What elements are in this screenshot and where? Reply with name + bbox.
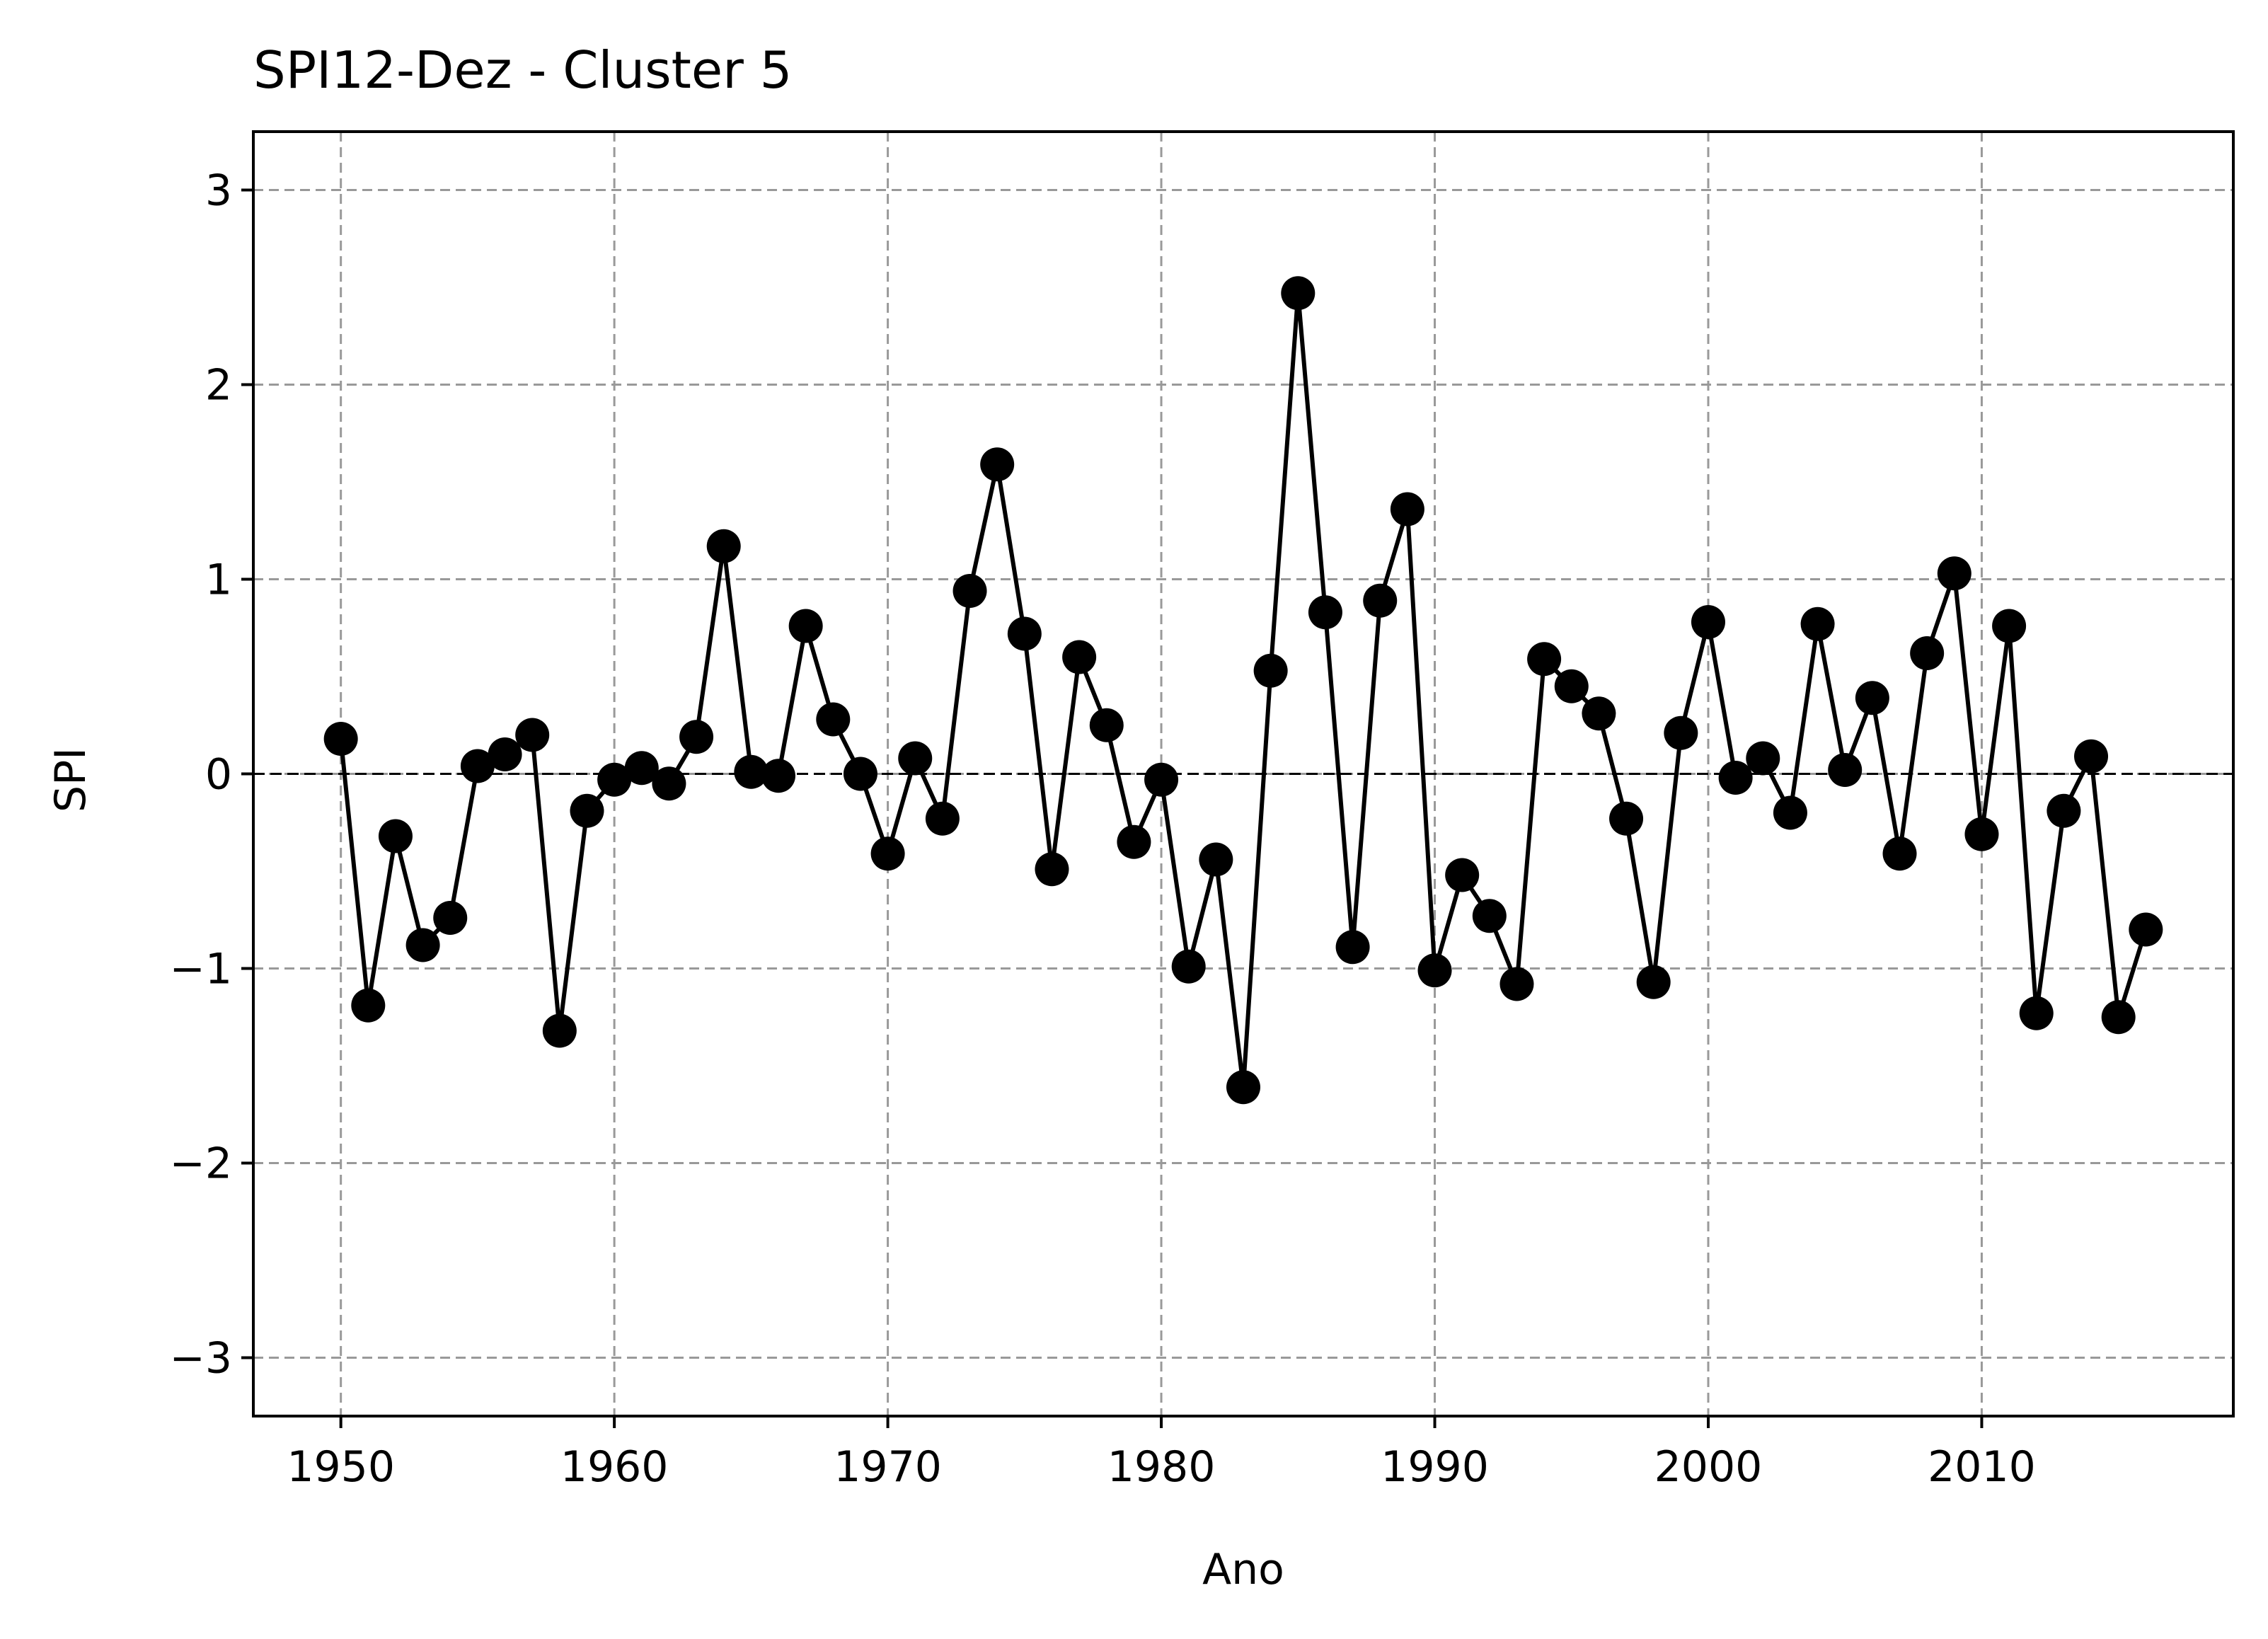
axis-ticks: 1950 1960 1970 1980 1990 2000 2010 −3 −2 −1 0 1 2 3: [170, 166, 2036, 1493]
data-point: [1499, 967, 1534, 1001]
data-point: [323, 722, 358, 756]
data-point: [1664, 715, 1698, 750]
data-point: [570, 793, 604, 828]
data-point: [542, 1013, 577, 1048]
y-tick-label: −2: [170, 1139, 232, 1189]
data-point: [2047, 793, 2081, 828]
data-point: [1226, 1070, 1260, 1105]
y-tick-label: 1: [205, 556, 232, 605]
data-point: [1554, 669, 1589, 703]
data-point: [1937, 556, 1971, 591]
data-point: [1910, 636, 1945, 670]
data-point: [706, 529, 741, 563]
data-point: [1144, 762, 1179, 797]
data-point: [1882, 836, 1917, 871]
y-tick-label: 3: [205, 166, 232, 216]
x-tick-label: 1980: [1107, 1442, 1216, 1492]
data-point: [925, 801, 960, 836]
y-tick-label: −3: [170, 1334, 232, 1384]
data-point: [2019, 996, 2054, 1030]
data-point: [1746, 741, 1780, 776]
y-tick-label: 2: [205, 361, 232, 410]
data-point: [679, 720, 714, 754]
data-point: [1992, 609, 2027, 643]
data-point: [1636, 965, 1671, 999]
data-point: [952, 574, 987, 608]
data-point: [1253, 653, 1288, 688]
data-point: [1800, 606, 1835, 641]
x-axis-label: Ano: [1202, 1545, 1284, 1594]
data-point: [1855, 681, 1889, 715]
x-tick-label: 2010: [1928, 1442, 2036, 1492]
x-tick-label: 1950: [287, 1442, 395, 1492]
data-point: [1007, 616, 1042, 651]
data-point: [1527, 642, 1562, 677]
data-point: [2074, 739, 2109, 774]
data-point: [1773, 795, 1807, 830]
data-point: [2101, 1000, 2136, 1035]
data-point: [378, 819, 413, 853]
data-point: [1417, 953, 1452, 988]
data-point: [1171, 949, 1206, 984]
chart-title: SPI12-Dez - Cluster 5: [253, 40, 792, 100]
data-point: [1609, 801, 1644, 836]
data-point: [1035, 852, 1069, 887]
data-point: [761, 759, 796, 793]
data-point: [1308, 595, 1342, 630]
data-point: [597, 762, 632, 797]
data-point: [1089, 708, 1124, 742]
x-tick-label: 1970: [834, 1442, 942, 1492]
data-point: [1390, 492, 1424, 527]
data-point: [870, 836, 905, 871]
data-point: [1718, 761, 1753, 795]
x-tick-label: 1990: [1381, 1442, 1489, 1492]
series-layer: [323, 276, 2163, 1105]
data-point: [1964, 817, 1999, 851]
x-tick-label: 2000: [1654, 1442, 1763, 1492]
data-point: [1691, 605, 1725, 639]
data-point: [1445, 858, 1480, 892]
data-point: [898, 741, 933, 776]
data-point: [980, 447, 1015, 482]
data-point: [652, 766, 686, 801]
y-tick-label: −1: [170, 945, 232, 994]
x-tick-label: 1960: [560, 1442, 669, 1492]
data-point: [1281, 276, 1316, 311]
data-point: [816, 702, 851, 737]
data-point: [734, 754, 769, 789]
data-point: [1472, 899, 1507, 933]
data-point: [515, 718, 550, 752]
data-point: [433, 901, 468, 935]
data-point: [788, 609, 823, 643]
data-point: [488, 737, 522, 771]
data-point: [405, 928, 440, 962]
data-point: [843, 757, 877, 791]
data-point: [460, 749, 495, 783]
data-point: [1117, 824, 1151, 859]
data-point: [1062, 640, 1097, 674]
data-point: [1828, 753, 1863, 787]
y-tick-label: 0: [205, 750, 232, 800]
y-axis-label: SPI: [46, 747, 96, 812]
data-point: [1335, 930, 1370, 965]
data-point: [1363, 583, 1398, 618]
data-point: [351, 988, 386, 1023]
data-point: [1199, 842, 1233, 877]
data-point: [2129, 912, 2163, 947]
data-point: [624, 751, 659, 786]
data-point: [1582, 696, 1616, 731]
